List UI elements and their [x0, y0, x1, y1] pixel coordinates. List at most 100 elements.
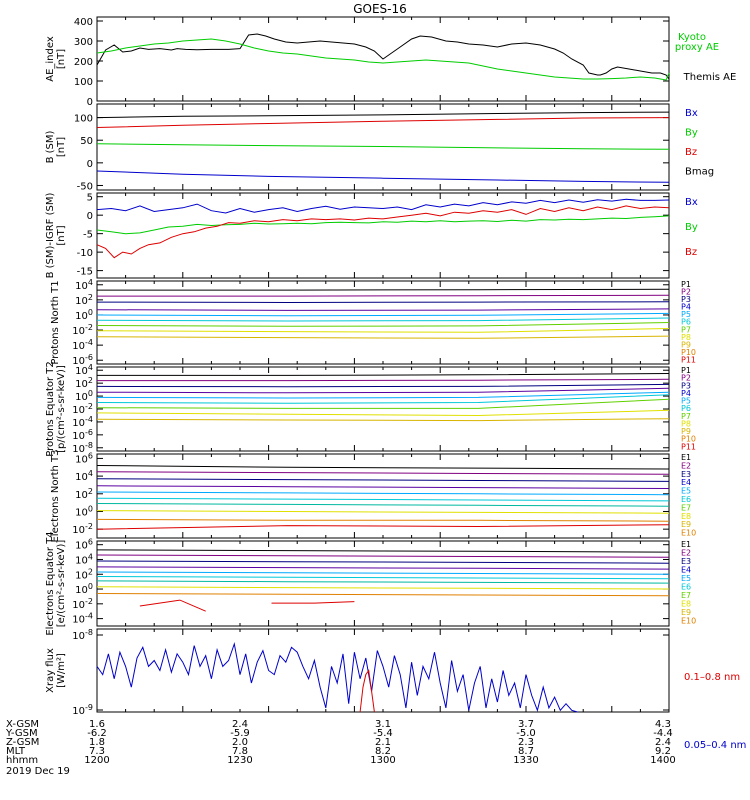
series-fragment-e10 — [271, 601, 355, 604]
y-axis-label: [W/m²] — [56, 653, 67, 688]
axis-row-value: -4.4 — [653, 728, 673, 739]
axis-row-value: 1200 — [84, 755, 109, 766]
y-axis-label: Electrons Equator T4 — [45, 531, 56, 635]
axis-row-value: 4.3 — [655, 719, 671, 730]
y-tick-label: 104 — [75, 552, 93, 566]
series-p7 — [96, 322, 670, 327]
y-tick-label: 400 — [74, 17, 93, 28]
series-themis-ae — [96, 33, 670, 80]
axis-row-value: 1330 — [513, 755, 538, 766]
legend-bz: Bz — [685, 147, 697, 158]
series-p6 — [96, 317, 670, 322]
panel-6: Electrons North T3 106 104 102 100 10-2 E1E2E3… — [50, 449, 696, 542]
series-0-05-0-4-nm — [96, 641, 578, 713]
series-e3 — [96, 478, 670, 482]
y-axis-label: [nT] — [56, 49, 67, 69]
y-tick-label: 10-9 — [72, 703, 93, 717]
axis-row-value: 3.7 — [518, 719, 534, 730]
axis-row-label-mlt: MLT — [6, 746, 26, 757]
y-tick-label: -15 — [77, 267, 93, 278]
axis-row-value: 7.3 — [89, 746, 105, 757]
legend-bx: Bx — [685, 108, 698, 119]
series-bmag — [96, 111, 670, 119]
legend-p9: P9 — [681, 340, 691, 349]
legend-e6: E6 — [681, 583, 691, 592]
series-e3 — [96, 560, 670, 564]
axis-row-value: 1.8 — [89, 737, 105, 748]
axis-row-value: 2.0 — [232, 737, 248, 748]
y-tick-label: 106 — [75, 538, 93, 552]
y-tick-label: 50 — [80, 136, 93, 147]
y-tick-label: 10-6 — [72, 428, 93, 442]
legend-p4: P4 — [681, 303, 691, 312]
axis-row-value: 1.6 — [89, 719, 105, 730]
axis-row-value: 2.3 — [518, 737, 534, 748]
y-tick-label: 102 — [75, 376, 93, 390]
y-tick-label: 100 — [75, 308, 93, 322]
y-tick-label: 10-8 — [72, 441, 93, 455]
legend-bz: Bz — [685, 247, 697, 258]
series-bz — [96, 117, 670, 128]
series-p4 — [96, 308, 670, 311]
series-e2 — [96, 554, 670, 558]
panel-2: B (SM) [nT] 100 50 0 -50 Bx By Bz Bmag — [45, 103, 714, 192]
series-e5 — [96, 571, 670, 575]
axis-row-value: 8.7 — [518, 746, 534, 757]
y-axis-label: [p/(cm²-s-sr-keV)] — [56, 365, 67, 453]
series-e1 — [96, 465, 670, 470]
legend-e7: E7 — [681, 503, 691, 512]
legend-e10: E10 — [681, 529, 696, 538]
y-tick-label: -5 — [83, 230, 93, 241]
legend-e8: E8 — [681, 512, 691, 521]
bottom-axis-table: X-GSM 1.6 2.4 3.1 3.7 4.3 Y-GSM -6.2 -5.9 -5.4 -5.… — [5, 719, 676, 777]
series-p1 — [97, 288, 670, 291]
axis-row-value: 8.2 — [375, 746, 391, 757]
series-e10 — [96, 524, 670, 530]
series-p9 — [96, 335, 670, 339]
series-bx — [96, 198, 670, 214]
legend-e8: E8 — [681, 600, 691, 609]
panel-4: Protons North T1 10410210010-210-410-6P1P… — [50, 278, 696, 367]
legend-p11: P11 — [681, 442, 696, 451]
legend-p6: P6 — [681, 404, 691, 413]
legend-p9: P9 — [681, 427, 691, 436]
legend-e5: E5 — [681, 487, 691, 496]
panel-7: Electrons Equator T4 [e/(cm²-s-sr-keV)] 10… — [45, 531, 696, 635]
legend-e2: E2 — [681, 461, 691, 470]
y-tick-label: 10-2 — [72, 402, 93, 416]
legend-e10: E10 — [681, 617, 696, 626]
legend-kyoto: Kyoto — [678, 32, 706, 43]
legend-p2: P2 — [681, 288, 691, 297]
legend-themis: Themis AE — [683, 72, 737, 83]
y-tick-label: 102 — [75, 567, 93, 581]
series-e7 — [96, 580, 670, 584]
y-tick-label: 10-4 — [72, 415, 93, 429]
axis-row-label-z-gsm: Z-GSM — [6, 737, 39, 748]
series-bx — [96, 170, 670, 183]
axis-row-label-y-gsm: Y-GSM — [5, 728, 38, 739]
axis-row-value: 7.8 — [232, 746, 248, 757]
y-tick-label: 10-8 — [72, 628, 93, 642]
y-axis-label: [nT] — [56, 225, 67, 245]
y-axis-label: B (SM)-IGRF (SM) — [45, 193, 56, 279]
series-p1 — [97, 373, 670, 376]
legend-e9: E9 — [681, 520, 691, 529]
series-p6 — [96, 394, 670, 404]
panel-8: Xray flux [W/m²] 10-8 10-9 0.1–0.8 nm 0.05–0.… — [45, 628, 746, 751]
legend-p7: P7 — [681, 412, 691, 421]
legend-p11: P11 — [681, 355, 696, 364]
y-tick-label: -10 — [77, 248, 93, 259]
chart-title: GOES-16 — [353, 2, 407, 16]
legend-p1: P1 — [681, 280, 691, 289]
y-tick-label: 100 — [75, 582, 93, 596]
y-tick-label: 104 — [75, 278, 93, 292]
legend-p10: P10 — [681, 348, 696, 357]
legend-p8: P8 — [681, 419, 691, 428]
y-tick-label: 100 — [74, 77, 93, 88]
series-p8 — [96, 328, 670, 333]
legend-by: By — [685, 128, 698, 139]
y-axis-label: Protons North T1 — [50, 280, 61, 364]
